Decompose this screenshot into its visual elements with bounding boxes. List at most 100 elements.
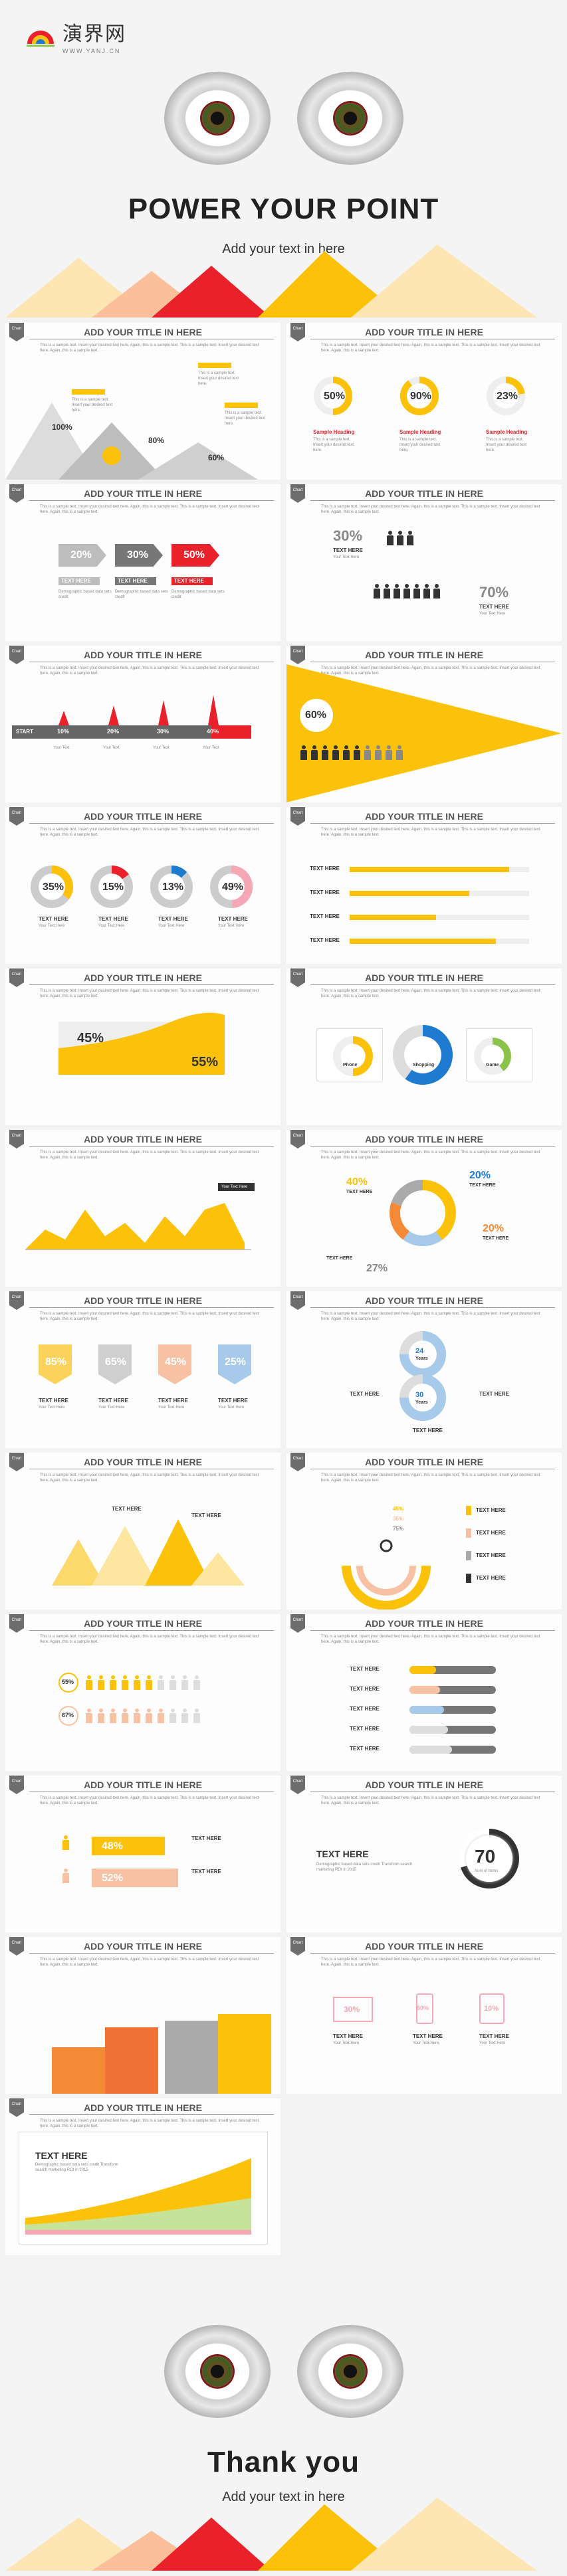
sample-text: This is a sample text. Insert your desir…	[225, 411, 266, 426]
arrow-shape	[58, 544, 106, 567]
slide-title: ADD YOUR TITLE IN HERE	[365, 1457, 483, 1467]
text-here: TEXT HERE	[479, 604, 509, 610]
title-divider	[310, 984, 555, 985]
slide-20[interactable]: Chart ADD YOUR TITLE IN HERE This is a sam…	[286, 1776, 562, 1932]
person-icon	[300, 745, 308, 760]
slide-title: ADD YOUR TITLE IN HERE	[84, 1780, 202, 1790]
text-here: TEXT HERE	[350, 1746, 380, 1752]
tablet-icon	[479, 1993, 505, 2024]
spike-marker	[158, 700, 169, 725]
slide-description: This is a sample text. Insert your desir…	[321, 666, 540, 676]
tag-shape	[218, 1344, 251, 1384]
caption: Demographic based data sets credit	[171, 590, 225, 599]
sample-heading: Sample Heading	[399, 429, 441, 435]
text-here: TEXT HERE	[118, 578, 148, 584]
slide-13[interactable]: Chart ADD YOUR TITLE IN HERE This is a sam…	[5, 1291, 281, 1448]
person-icon	[121, 1675, 129, 1690]
gauge-value: 45%	[393, 1506, 404, 1512]
chart-tag: Chart	[290, 484, 305, 503]
tag-value: 85%	[45, 1356, 67, 1368]
slide-2[interactable]: Chart ADD YOUR TITLE IN HERE This is a sam…	[286, 323, 562, 480]
slide-18[interactable]: Chart ADD YOUR TITLE IN HERE This is a sam…	[286, 1614, 562, 1771]
pill-fill	[409, 1726, 448, 1734]
slide-description: This is a sample text. Insert your desir…	[40, 666, 259, 676]
segmented-donut	[390, 1180, 456, 1246]
tooltip-box	[218, 1183, 255, 1191]
bar-fill	[350, 867, 509, 872]
person-icon	[413, 584, 421, 598]
brand-name: 演界网	[62, 23, 126, 46]
slide-12[interactable]: Chart ADD YOUR TITLE IN HERE This is a sam…	[286, 1130, 562, 1287]
text-here: TEXT HERE	[158, 916, 188, 922]
slide-5[interactable]: Chart ADD YOUR TITLE IN HERE This is a sam…	[5, 646, 281, 802]
tag-shape	[39, 1344, 72, 1384]
eyes-graphic	[164, 2325, 403, 2418]
chart-tag: Chart	[9, 2098, 24, 2117]
sample-text: This is a sample text. Insert your desir…	[72, 398, 113, 413]
text-here: TEXT HERE	[61, 578, 91, 584]
person-icon	[396, 745, 403, 760]
chart-tag: Chart	[290, 807, 305, 826]
slide-15[interactable]: Chart ADD YOUR TITLE IN HERE This is a sam…	[5, 1453, 281, 1610]
text-here: TEXT HERE	[333, 2033, 363, 2039]
value-55: 55%	[191, 1055, 219, 1069]
text-here-badge	[58, 577, 100, 585]
left-eye	[164, 72, 271, 165]
brand-url: WWW.YANJ.CN	[62, 48, 121, 54]
phone-pie	[333, 1036, 373, 1076]
slide-23[interactable]: Chart ADD YOUR TITLE IN HERE This is a sam…	[5, 2098, 281, 2255]
slide-description: This is a sample text. Insert your desir…	[40, 1473, 259, 1483]
slide-4[interactable]: Chart ADD YOUR TITLE IN HERE This is a sam…	[286, 484, 562, 641]
slide-7[interactable]: Chart ADD YOUR TITLE IN HERE This is a sam…	[5, 807, 281, 964]
slide-22[interactable]: Chart ADD YOUR TITLE IN HERE This is a sam…	[286, 1937, 562, 2094]
text-here: TEXT HERE	[39, 1398, 68, 1404]
slide-1[interactable]: Chart ADD YOUR TITLE IN HERE This is a sam…	[5, 323, 281, 480]
slide-description: This is a sample text. Insert your desir…	[321, 1958, 540, 1967]
slide-description: This is a sample text. Insert your desir…	[40, 828, 259, 837]
dial-label: Sum of Items	[475, 1869, 499, 1873]
slide-title: ADD YOUR TITLE IN HERE	[84, 650, 202, 660]
your-text: Your Text Here	[39, 924, 65, 928]
slide-title: ADD YOUR TITLE IN HERE	[365, 327, 483, 337]
pie-value: 35%	[43, 881, 64, 893]
your-text: Your Text Here	[479, 2041, 506, 2045]
slide-title: ADD YOUR TITLE IN HERE	[365, 650, 483, 660]
person-icon	[109, 1708, 117, 1723]
ring-chart	[400, 377, 439, 415]
shopping-pie	[393, 1025, 453, 1085]
your-text: Your Text Here	[158, 1406, 185, 1410]
dial-70	[459, 1829, 519, 1888]
text-here-badge	[171, 577, 213, 585]
brand-logo[interactable]: 演界网 WWW.YANJ.CN	[25, 17, 126, 54]
text-here: TEXT HERE	[191, 1513, 221, 1518]
slide-10[interactable]: Chart ADD YOUR TITLE IN HERE This is a sam…	[286, 968, 562, 1125]
slide-6[interactable]: Chart ADD YOUR TITLE IN HERE This is a sam…	[286, 646, 562, 802]
text-here: TEXT HERE	[350, 1666, 380, 1672]
slide-title: ADD YOUR TITLE IN HERE	[84, 327, 202, 337]
value-circle	[300, 699, 333, 732]
yellow-area-chart	[58, 1012, 225, 1075]
slide-16[interactable]: Chart ADD YOUR TITLE IN HERE This is a sam…	[286, 1453, 562, 1610]
slide-3[interactable]: Chart ADD YOUR TITLE IN HERE This is a sam…	[5, 484, 281, 641]
right-eye	[296, 2325, 403, 2418]
slide-9[interactable]: Chart ADD YOUR TITLE IN HERE This is a sam…	[5, 968, 281, 1125]
chart-tag: Chart	[290, 968, 305, 987]
pill-fill	[409, 1706, 444, 1714]
value-70: 70%	[479, 584, 509, 600]
text-here: TEXT HERE	[35, 2150, 88, 2161]
slide-14[interactable]: Chart ADD YOUR TITLE IN HERE This is a sam…	[286, 1291, 562, 1448]
slide-21[interactable]: Chart ADD YOUR TITLE IN HERE This is a sam…	[5, 1937, 281, 2094]
slide-description: This is a sample text. Insert your desir…	[40, 1312, 259, 1321]
title-divider	[29, 500, 274, 501]
slide-11[interactable]: Chart ADD YOUR TITLE IN HERE This is a sam…	[5, 1130, 281, 1287]
slide-8[interactable]: Chart ADD YOUR TITLE IN HERE This is a sam…	[286, 807, 562, 964]
slide-19[interactable]: Chart ADD YOUR TITLE IN HERE This is a sam…	[5, 1776, 281, 1932]
person-icon	[85, 1708, 93, 1723]
slide-17[interactable]: Chart ADD YOUR TITLE IN HERE This is a sam…	[5, 1614, 281, 1771]
pill-fill	[409, 1746, 452, 1754]
slide-description: This is a sample text. Insert your desir…	[40, 1796, 259, 1805]
slide-description: This is a sample text. Insert your desir…	[321, 1150, 540, 1160]
person-icon	[181, 1708, 189, 1723]
slide-description: This is a sample text. Insert your desir…	[40, 1958, 259, 1967]
text-here: TEXT HERE	[476, 1575, 506, 1581]
